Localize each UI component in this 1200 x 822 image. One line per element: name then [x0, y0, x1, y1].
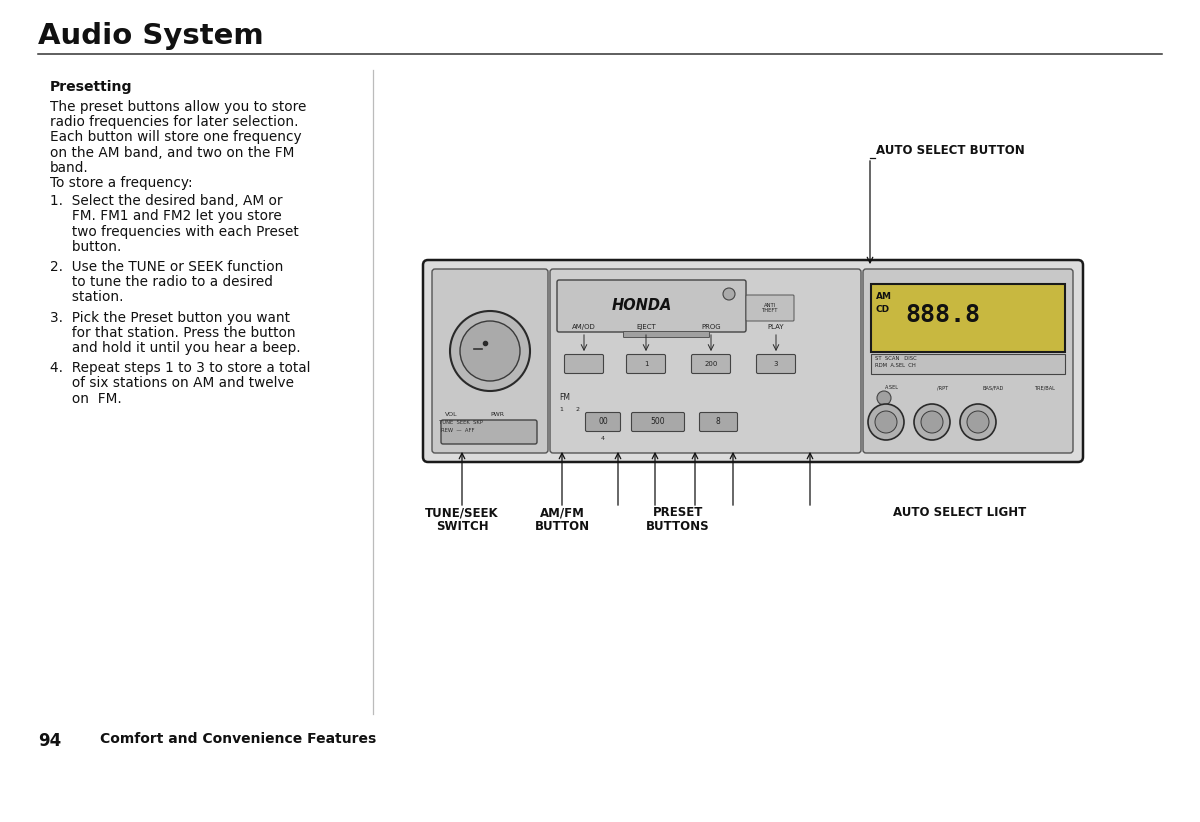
FancyBboxPatch shape	[557, 280, 746, 332]
Text: PROG: PROG	[701, 324, 721, 330]
Circle shape	[967, 411, 989, 433]
Text: band.: band.	[50, 161, 89, 175]
Text: 1.  Select the desired band, AM or: 1. Select the desired band, AM or	[50, 194, 282, 208]
Circle shape	[877, 391, 890, 405]
Circle shape	[875, 411, 898, 433]
Text: /RPT: /RPT	[937, 385, 948, 390]
Text: PLAY: PLAY	[768, 324, 785, 330]
FancyBboxPatch shape	[442, 420, 538, 444]
FancyBboxPatch shape	[624, 331, 709, 338]
Text: 4.  Repeat steps 1 to 3 to store a total: 4. Repeat steps 1 to 3 to store a total	[50, 361, 311, 375]
Text: 888.8: 888.8	[905, 302, 980, 326]
Text: button.: button.	[50, 240, 121, 254]
Text: BAS/FAD: BAS/FAD	[983, 385, 1004, 390]
FancyBboxPatch shape	[424, 260, 1084, 462]
Text: TUNE  SEEK  SKP: TUNE SEEK SKP	[439, 420, 482, 425]
Text: BUTTON: BUTTON	[534, 520, 589, 533]
Text: AM/OD: AM/OD	[572, 324, 596, 330]
Text: EJECT: EJECT	[636, 324, 656, 330]
Text: ANTI
THEFT: ANTI THEFT	[762, 302, 779, 313]
FancyBboxPatch shape	[550, 269, 862, 453]
Text: Audio System: Audio System	[38, 22, 264, 50]
Text: AUTO SELECT LIGHT: AUTO SELECT LIGHT	[893, 506, 1027, 519]
Text: The preset buttons allow you to store: The preset buttons allow you to store	[50, 100, 306, 114]
Text: PWR: PWR	[490, 412, 504, 417]
Text: RDM  A.SEL  CH: RDM A.SEL CH	[875, 363, 916, 368]
Circle shape	[922, 411, 943, 433]
FancyBboxPatch shape	[432, 269, 548, 453]
FancyBboxPatch shape	[564, 354, 604, 373]
FancyBboxPatch shape	[631, 413, 684, 432]
Text: ST  SCAN   DISC: ST SCAN DISC	[875, 356, 917, 361]
Circle shape	[960, 404, 996, 440]
Text: to tune the radio to a desired: to tune the radio to a desired	[50, 275, 272, 289]
Text: 2.  Use the TUNE or SEEK function: 2. Use the TUNE or SEEK function	[50, 260, 283, 274]
Circle shape	[450, 311, 530, 391]
Text: HONDA: HONDA	[612, 298, 672, 313]
Text: and hold it until you hear a beep.: and hold it until you hear a beep.	[50, 341, 301, 355]
Text: AM: AM	[876, 292, 892, 301]
Text: station.: station.	[50, 290, 124, 304]
Text: To store a frequency:: To store a frequency:	[50, 176, 193, 190]
Text: SWITCH: SWITCH	[436, 520, 488, 533]
Text: on  FM.: on FM.	[50, 391, 121, 405]
Text: radio frequencies for later selection.: radio frequencies for later selection.	[50, 115, 299, 129]
FancyBboxPatch shape	[871, 284, 1066, 352]
Text: two frequencies with each Preset: two frequencies with each Preset	[50, 224, 299, 238]
Circle shape	[868, 404, 904, 440]
FancyBboxPatch shape	[586, 413, 620, 432]
Text: Presetting: Presetting	[50, 80, 132, 94]
Text: 2: 2	[575, 407, 580, 412]
FancyBboxPatch shape	[746, 295, 794, 321]
FancyBboxPatch shape	[691, 354, 731, 373]
Text: 94: 94	[38, 732, 61, 750]
Text: 1: 1	[559, 407, 563, 412]
Text: TUNE/SEEK: TUNE/SEEK	[425, 506, 499, 519]
FancyBboxPatch shape	[626, 354, 666, 373]
FancyBboxPatch shape	[871, 354, 1066, 374]
Text: on the AM band, and two on the FM: on the AM band, and two on the FM	[50, 145, 294, 159]
Text: 1: 1	[643, 361, 648, 367]
Text: CD: CD	[876, 305, 890, 314]
FancyBboxPatch shape	[756, 354, 796, 373]
Text: BUTTONS: BUTTONS	[646, 520, 710, 533]
Text: Comfort and Convenience Features: Comfort and Convenience Features	[100, 732, 377, 746]
Text: 3: 3	[774, 361, 779, 367]
Circle shape	[722, 288, 734, 300]
Text: TRE/BAL: TRE/BAL	[1034, 385, 1055, 390]
Text: 500: 500	[650, 418, 665, 427]
Circle shape	[914, 404, 950, 440]
Circle shape	[460, 321, 520, 381]
Text: AUTO SELECT BUTTON: AUTO SELECT BUTTON	[876, 144, 1025, 157]
Text: of six stations on AM and twelve: of six stations on AM and twelve	[50, 376, 294, 390]
FancyBboxPatch shape	[863, 269, 1073, 453]
Text: 4: 4	[601, 436, 605, 441]
Text: A.SEL: A.SEL	[884, 385, 899, 390]
Text: REW  —  AFF: REW — AFF	[442, 428, 474, 433]
Text: 8: 8	[715, 418, 720, 427]
Text: 00: 00	[598, 418, 608, 427]
Text: FM. FM1 and FM2 let you store: FM. FM1 and FM2 let you store	[50, 210, 282, 224]
Text: 200: 200	[704, 361, 718, 367]
Text: VOL: VOL	[445, 412, 457, 417]
Text: 3.  Pick the Preset button you want: 3. Pick the Preset button you want	[50, 311, 290, 325]
Text: Each button will store one frequency: Each button will store one frequency	[50, 131, 301, 145]
Text: for that station. Press the button: for that station. Press the button	[50, 326, 295, 339]
Text: AM/FM: AM/FM	[540, 506, 584, 519]
Text: PRESET: PRESET	[653, 506, 703, 519]
Text: FM: FM	[559, 393, 570, 402]
FancyBboxPatch shape	[700, 413, 738, 432]
